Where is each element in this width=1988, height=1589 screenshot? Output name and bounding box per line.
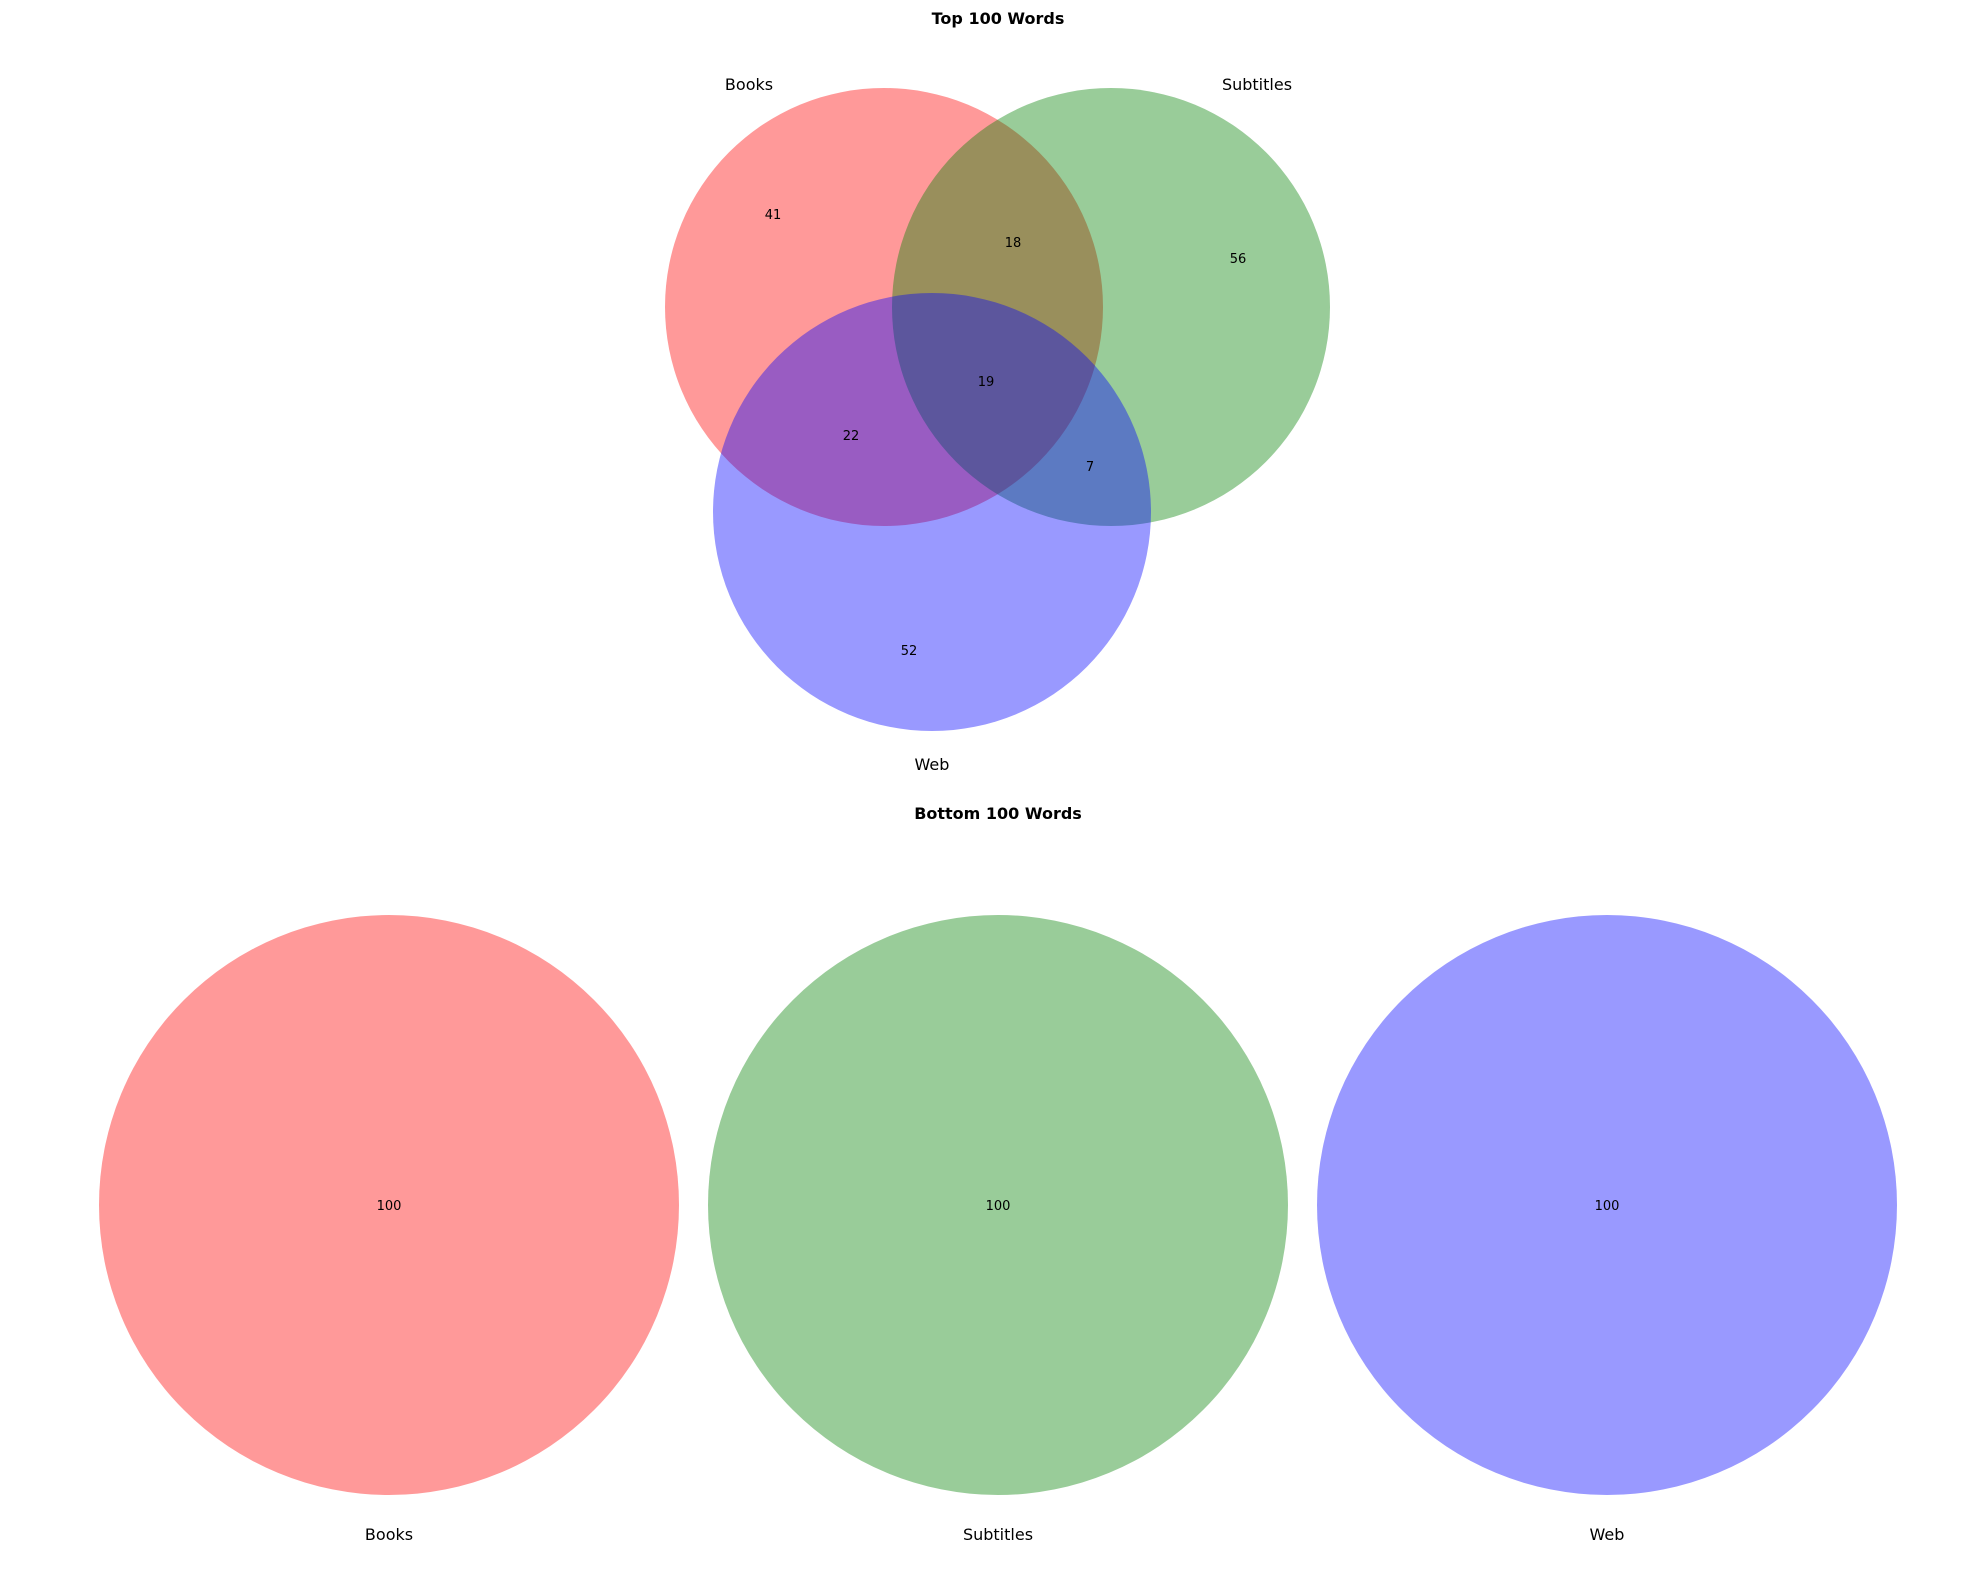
region-books-subtitles-count: 18 [1005, 236, 1022, 251]
bottom-web-label: Web [1590, 1525, 1625, 1544]
bottom-books-circle [99, 915, 679, 1495]
top-subtitles-circle [892, 88, 1330, 526]
top-books-label: Books [725, 75, 773, 94]
top-web-circle [713, 293, 1151, 731]
top-books-circle [665, 88, 1103, 526]
bottom-subtitles-label: Subtitles [963, 1525, 1033, 1544]
region-books-web-count: 22 [843, 429, 860, 444]
bottom-books-label: Books [365, 1525, 413, 1544]
region-books-only-count: 41 [765, 208, 782, 223]
bottom-subtitles-count: 100 [986, 1199, 1011, 1214]
region-subtitles-web-count: 7 [1086, 460, 1094, 475]
top-web-label: Web [915, 755, 950, 774]
top-venn-title: Top 100 Words [932, 9, 1065, 28]
region-web-only-count: 52 [901, 644, 918, 659]
region-all-three-count: 19 [978, 375, 995, 390]
bottom-venn-title: Bottom 100 Words [914, 804, 1082, 823]
bottom-books-count: 100 [377, 1199, 402, 1214]
bottom-venn: Bottom 100 Words 100 100 100 Books Subti… [99, 804, 1897, 1544]
top-subtitles-label: Subtitles [1222, 75, 1292, 94]
region-subtitles-only-count: 56 [1230, 252, 1247, 267]
bottom-web-count: 100 [1595, 1199, 1620, 1214]
top-venn: Top 100 Words Books Subtitles Web 41 56 … [665, 9, 1330, 774]
bottom-web-circle [1317, 915, 1897, 1495]
bottom-subtitles-circle [708, 915, 1288, 1495]
